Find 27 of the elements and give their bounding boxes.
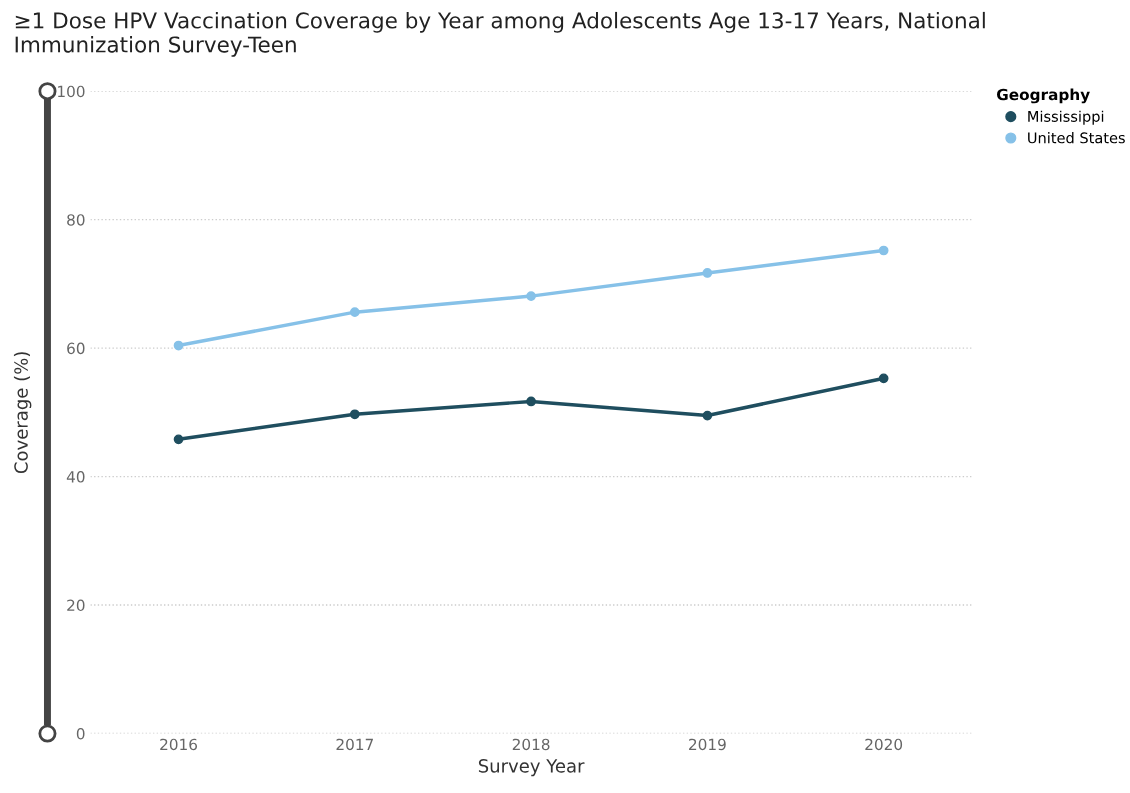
point bbox=[702, 268, 713, 278]
y-tick-label: 100 bbox=[58, 85, 85, 98]
point bbox=[526, 291, 536, 301]
y-tick-label: 60 bbox=[67, 342, 85, 355]
y-tick-label: 20 bbox=[67, 599, 85, 612]
point bbox=[702, 410, 713, 421]
x-axis-title: Survey Year bbox=[478, 759, 585, 777]
point bbox=[349, 307, 360, 318]
x-tick-label: 2020 bbox=[865, 738, 903, 751]
point bbox=[878, 373, 889, 384]
point bbox=[173, 340, 184, 351]
legend-label: Mississippi bbox=[1028, 110, 1104, 125]
point bbox=[878, 245, 889, 256]
x-tick-label: 2017 bbox=[336, 738, 373, 751]
chart-title: ≥1 Dose HPV Vaccination Coverage by Year among Adolescents Age 13-17 Years, National Immunization Survey-Teen bbox=[15, 11, 985, 57]
y-tick-label: 40 bbox=[66, 471, 85, 483]
point bbox=[173, 434, 184, 445]
x-tick-label: 2019 bbox=[689, 738, 726, 751]
legend-title: Geography bbox=[996, 88, 1090, 104]
y-tick-label: 0 bbox=[76, 727, 85, 740]
legend-label: United States bbox=[1028, 132, 1125, 144]
x-tick-label: 2016 bbox=[160, 738, 198, 751]
x-tick-label: 2018 bbox=[512, 738, 550, 751]
point bbox=[349, 409, 360, 420]
y-tick-label: 80 bbox=[67, 214, 85, 226]
y-axis-title: Coverage (%) bbox=[13, 352, 32, 474]
point bbox=[526, 396, 536, 407]
